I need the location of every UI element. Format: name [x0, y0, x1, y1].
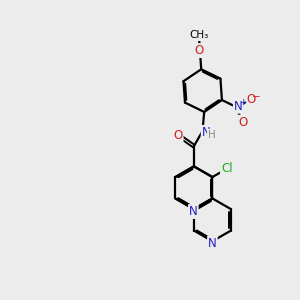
Text: N: N: [202, 126, 210, 139]
Text: O: O: [195, 44, 204, 57]
Text: CH₃: CH₃: [189, 30, 208, 40]
Text: N: N: [234, 100, 243, 113]
Text: +: +: [239, 98, 246, 107]
Text: N: N: [189, 205, 198, 218]
Text: O: O: [239, 116, 248, 129]
Text: −: −: [252, 92, 260, 102]
Text: Cl: Cl: [221, 162, 232, 175]
Text: N: N: [208, 236, 217, 250]
Text: O: O: [173, 129, 183, 142]
Text: H: H: [208, 130, 216, 140]
Text: O: O: [247, 93, 256, 106]
